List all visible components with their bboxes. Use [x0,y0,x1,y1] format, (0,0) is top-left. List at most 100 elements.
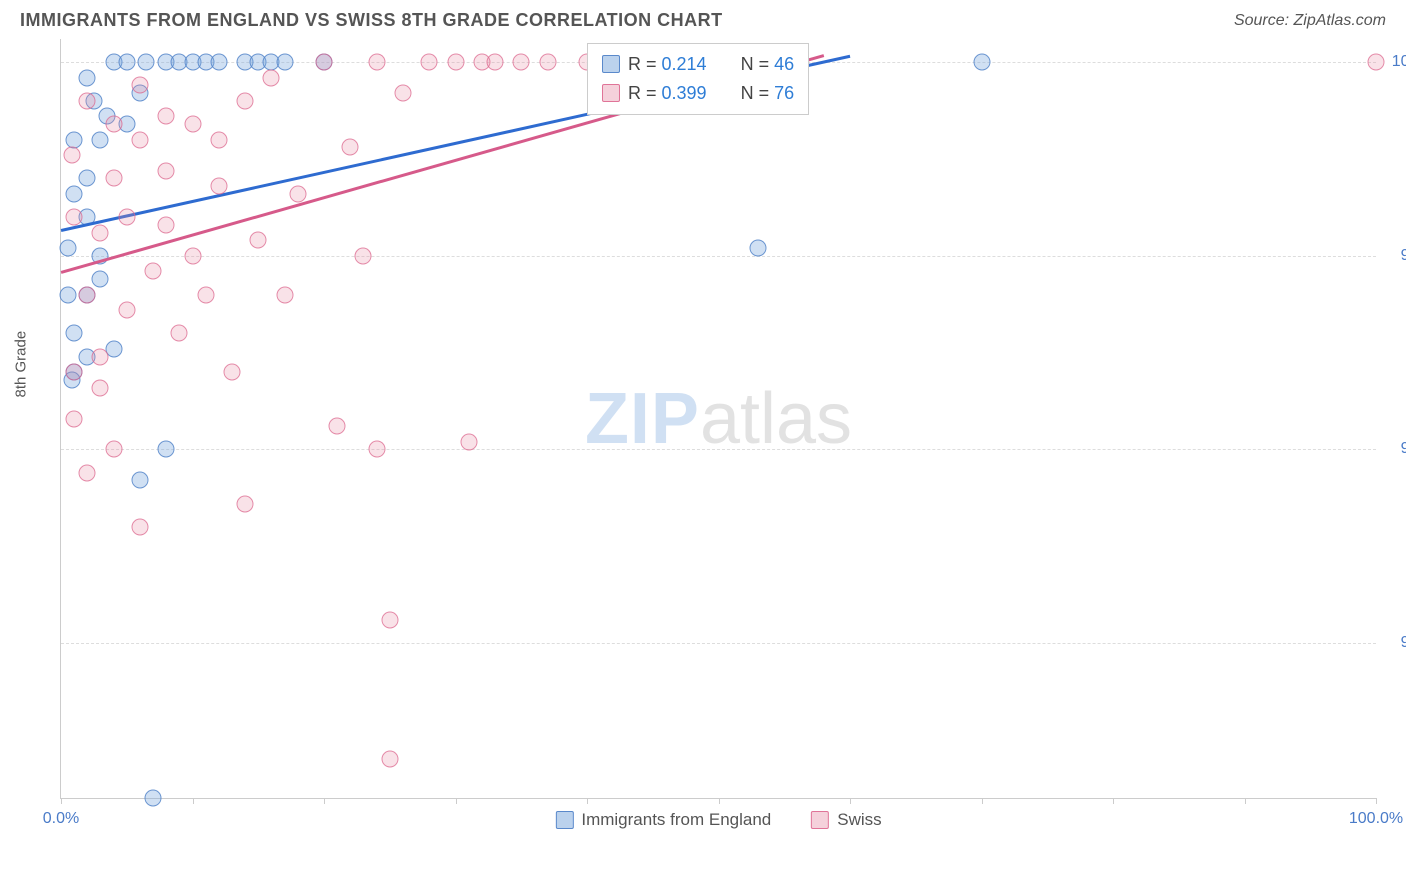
data-point [59,286,76,303]
data-point [118,209,135,226]
watermark-zip: ZIP [585,379,700,459]
data-point [171,325,188,342]
blue-swatch-icon [555,811,573,829]
data-point [460,433,477,450]
gridline [61,256,1376,257]
data-point [105,116,122,133]
x-tick [324,798,325,804]
data-point [276,54,293,71]
legend-n: N = 46 [741,50,795,79]
data-point [158,162,175,179]
x-tick [1376,798,1377,804]
data-point [138,54,155,71]
data-point [92,348,109,365]
data-point [131,131,148,148]
y-tick-label: 92.5% [1386,634,1406,652]
legend-n: N = 76 [741,79,795,108]
series-legend-item: Swiss [811,810,881,830]
series-legend-label: Immigrants from England [581,810,771,830]
x-tick-label: 0.0% [43,810,79,828]
series-legend: Immigrants from England Swiss [555,810,881,830]
data-point [342,139,359,156]
data-point [92,224,109,241]
x-tick [1245,798,1246,804]
y-tick-label: 97.5% [1386,247,1406,265]
x-tick [193,798,194,804]
data-point [749,240,766,257]
data-point [131,77,148,94]
data-point [66,325,83,342]
data-point [316,54,333,71]
x-tick-label: 100.0% [1349,810,1403,828]
data-point [381,611,398,628]
data-point [105,170,122,187]
blue-swatch-icon [602,55,620,73]
x-tick [1113,798,1114,804]
legend-r: R = 0.214 [628,50,707,79]
title-row: IMMIGRANTS FROM ENGLAND VS SWISS 8TH GRA… [10,10,1396,39]
data-point [486,54,503,71]
scatter-chart: 8th Grade ZIPatlas 92.5%95.0%97.5%100.0%… [60,39,1376,799]
series-legend-item: Immigrants from England [555,810,771,830]
data-point [210,131,227,148]
data-point [92,271,109,288]
data-point [250,232,267,249]
data-point [79,464,96,481]
data-point [973,54,990,71]
data-point [59,240,76,257]
data-point [158,441,175,458]
data-point [210,178,227,195]
data-point [118,54,135,71]
data-point [355,247,372,264]
data-point [197,286,214,303]
correlation-legend: R = 0.214 N = 46 R = 0.399 N = 76 [587,43,809,115]
data-point [92,131,109,148]
legend-r: R = 0.399 [628,79,707,108]
chart-title: IMMIGRANTS FROM ENGLAND VS SWISS 8TH GRA… [20,10,723,31]
data-point [329,418,346,435]
x-tick [587,798,588,804]
data-point [66,364,83,381]
data-point [66,209,83,226]
watermark-atlas: atlas [700,379,852,459]
data-point [158,216,175,233]
data-point [92,379,109,396]
data-point [63,147,80,164]
data-point [237,495,254,512]
x-tick [719,798,720,804]
gridline [61,449,1376,450]
x-tick [850,798,851,804]
watermark: ZIPatlas [585,378,852,460]
data-point [105,441,122,458]
series-legend-label: Swiss [837,810,881,830]
data-point [145,263,162,280]
data-point [368,54,385,71]
data-point [447,54,464,71]
y-tick-label: 95.0% [1386,440,1406,458]
data-point [1368,54,1385,71]
y-axis-label: 8th Grade [13,330,30,397]
data-point [539,54,556,71]
gridline [61,643,1376,644]
data-point [79,170,96,187]
legend-row: R = 0.214 N = 46 [602,50,794,79]
data-point [66,410,83,427]
data-point [394,85,411,102]
data-point [237,92,254,109]
data-point [184,247,201,264]
data-point [381,751,398,768]
data-point [79,286,96,303]
x-tick [982,798,983,804]
x-tick [61,798,62,804]
pink-swatch-icon [602,84,620,102]
data-point [158,108,175,125]
legend-row: R = 0.399 N = 76 [602,79,794,108]
data-point [210,54,227,71]
data-point [131,518,148,535]
data-point [66,185,83,202]
data-point [79,69,96,86]
y-tick-label: 100.0% [1386,53,1406,71]
data-point [184,116,201,133]
data-point [289,185,306,202]
data-point [66,131,83,148]
